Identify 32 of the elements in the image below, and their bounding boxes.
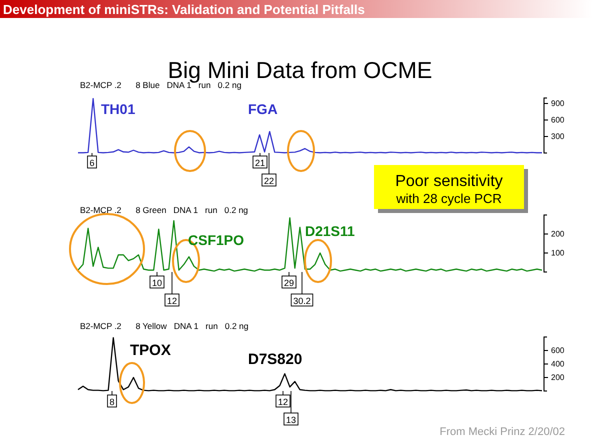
annotation: FGA xyxy=(248,101,278,117)
y-tick-label: 600 xyxy=(551,346,565,356)
line-series xyxy=(77,217,543,272)
text: 12 xyxy=(166,296,178,306)
y-tick-label: 900 xyxy=(551,99,565,108)
y-tick-label: 200 xyxy=(551,230,565,239)
annotation: D21S11 xyxy=(305,223,356,239)
text: 12 xyxy=(278,397,288,407)
text: 22 xyxy=(264,176,274,186)
y-tick-label: 200 xyxy=(551,373,565,382)
text: 13 xyxy=(286,415,296,425)
text: 8 xyxy=(109,397,115,407)
annotation: TH01 xyxy=(101,101,136,117)
text: 21 xyxy=(254,158,266,168)
annotation: D7S820 xyxy=(248,351,302,368)
text: 30.2 xyxy=(293,296,311,306)
y-tick-label: 600 xyxy=(551,116,565,125)
text: 10 xyxy=(152,278,162,288)
text: Development of miniSTRs: Validation and Potential Pitfalls xyxy=(3,2,365,17)
line-series xyxy=(77,337,543,392)
annotation: CSF1PO xyxy=(188,232,244,248)
y-tick-label: 100 xyxy=(551,248,565,258)
chart-title: B2-MCP .2 8 Yellow DNA 1 run 0.2 ng xyxy=(80,321,249,331)
y-tick-label: 300 xyxy=(551,132,565,142)
text: From Mecki Prinz 2/20/02 xyxy=(440,426,565,438)
text: with 28 cycle PCR xyxy=(395,191,502,206)
y-tick-label: 400 xyxy=(551,360,565,369)
chart-title: B2-MCP .2 8 Green DNA 1 run 0.2 ng xyxy=(80,205,248,215)
text: 6 xyxy=(89,158,95,168)
text: Poor sensitivity xyxy=(395,173,503,190)
annotation: TPOX xyxy=(130,342,171,359)
text: 29 xyxy=(284,278,294,288)
